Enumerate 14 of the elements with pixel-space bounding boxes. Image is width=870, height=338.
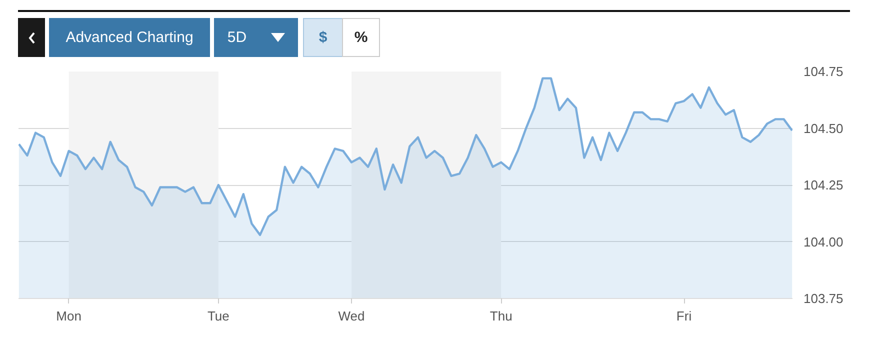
- text: %: [342, 18, 380, 57]
- text: Advanced Charting: [49, 18, 210, 57]
- x-tick-label: Thu: [490, 308, 512, 324]
- y-tick-label: 104.00: [804, 234, 844, 250]
- x-tick-label: Mon: [56, 308, 82, 324]
- y-tick-label: 104.75: [804, 64, 844, 79]
- y-tick-label: 103.75: [804, 291, 844, 306]
- x-tick-label: Tue: [207, 308, 230, 324]
- x-tick-label: Wed: [338, 308, 365, 324]
- text: 5D: [214, 18, 298, 57]
- y-tick-label: 104.50: [804, 120, 844, 136]
- x-tick-label: Fri: [676, 308, 692, 324]
- y-tick-label: 104.25: [804, 178, 844, 192]
- text: $: [303, 18, 343, 57]
